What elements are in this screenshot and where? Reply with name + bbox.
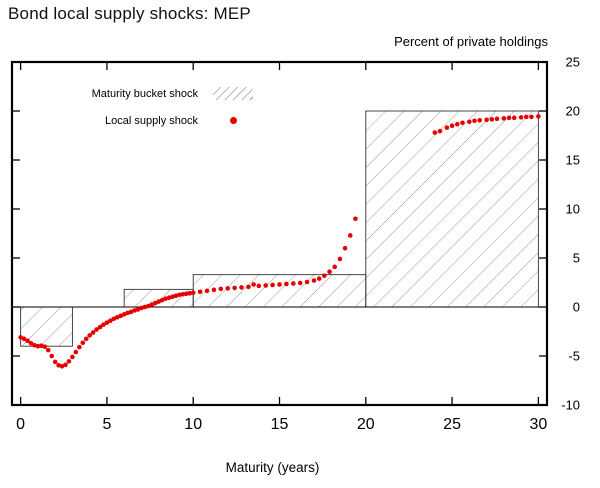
legend-label-local-supply-shock: Local supply shock xyxy=(105,114,198,127)
y-tick-label: -10 xyxy=(561,398,580,413)
x-tick-label: 0 xyxy=(16,416,25,433)
x-tick-label: 15 xyxy=(271,416,289,433)
chart-title: Bond local supply shocks: MEP xyxy=(8,4,251,23)
legend-item-local-supply-shock: Local supply shock xyxy=(48,107,278,134)
y-tick-label: 25 xyxy=(566,55,580,70)
y-tick-label: -5 xyxy=(568,349,580,364)
y-units-label: Percent of private holdings xyxy=(394,34,548,49)
y-tick-label: 5 xyxy=(573,251,580,266)
x-tick-label: 25 xyxy=(443,416,461,433)
red-dot-icon xyxy=(229,117,237,124)
y-tick-label: 15 xyxy=(566,153,580,168)
legend: Maturity bucket shock Local supply shock xyxy=(48,80,278,134)
y-tick-label: 10 xyxy=(566,202,580,217)
x-tick-label: 10 xyxy=(184,416,202,433)
bucket-bar xyxy=(365,110,539,308)
legend-label-maturity-bucket-shock: Maturity bucket shock xyxy=(91,87,198,100)
x-tick-label: 5 xyxy=(102,416,111,433)
plot-frame xyxy=(10,60,549,407)
scatter-series xyxy=(18,114,541,369)
legend-item-maturity-bucket-shock: Maturity bucket shock xyxy=(48,80,278,107)
x-tick-label: 20 xyxy=(357,416,375,433)
hatch-swatch-icon xyxy=(213,87,253,100)
y-tick-label: 0 xyxy=(573,300,580,315)
x-tick-label: 30 xyxy=(529,416,547,433)
x-axis-label: Maturity (years) xyxy=(225,460,320,475)
bucket-bar xyxy=(192,274,367,308)
y-tick-label: 20 xyxy=(566,104,580,119)
bucket-bars xyxy=(20,110,539,347)
